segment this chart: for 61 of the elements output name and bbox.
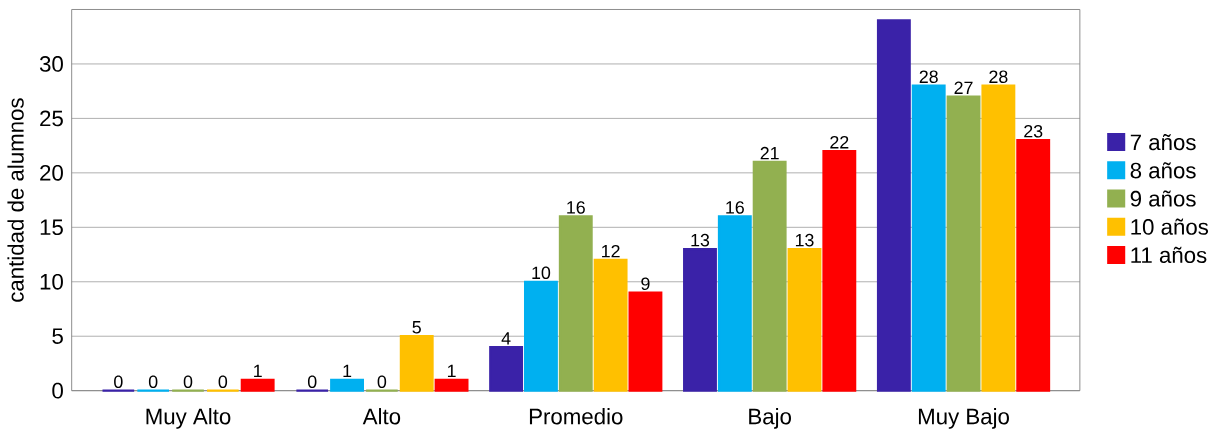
data-label: 0	[377, 375, 387, 388]
data-label: 13	[795, 233, 814, 247]
data-label: 1	[254, 364, 262, 378]
bar	[399, 335, 434, 392]
bar	[822, 149, 857, 392]
y-tick-label: 25	[40, 110, 63, 127]
data-label: 0	[307, 375, 317, 388]
x-tick-label: Alto	[362, 407, 401, 425]
bar	[558, 215, 593, 392]
data-label: 28	[919, 70, 938, 83]
data-label: 27	[954, 81, 973, 94]
legend-label: 7 años	[1130, 133, 1196, 151]
bar	[330, 378, 364, 392]
bar	[787, 247, 822, 392]
bar	[876, 19, 911, 392]
data-label: 5	[412, 321, 421, 334]
data-label: 0	[218, 375, 228, 388]
data-label: 0	[148, 375, 158, 388]
data-label: 21	[760, 146, 779, 160]
x-tick-label: Promedio	[529, 407, 623, 425]
legend-label: 9 años	[1130, 190, 1196, 207]
x-tick-label: Bajo	[749, 407, 791, 429]
data-label: 10	[532, 266, 551, 279]
data-label: 4	[501, 332, 511, 345]
bar	[523, 280, 558, 392]
data-label: 16	[726, 201, 744, 214]
y-tick-label: 5	[52, 328, 63, 344]
bar	[981, 84, 1016, 392]
data-label: 16	[567, 201, 585, 214]
y-tick-label: 30	[39, 55, 63, 72]
y-tick-label: 10	[40, 273, 63, 290]
bar	[628, 291, 663, 392]
bar	[1016, 138, 1051, 392]
data-label: 9	[641, 277, 650, 290]
bar	[683, 247, 717, 392]
data-label: 28	[989, 70, 1008, 83]
y-tick-label: 20	[40, 164, 63, 181]
legend-label: 10 años	[1131, 218, 1209, 235]
data-label: 0	[114, 375, 123, 388]
data-label: 12	[602, 244, 620, 258]
data-label: 13	[691, 233, 710, 247]
data-label: 22	[830, 135, 849, 149]
x-tick-label: Muy Bajo	[918, 407, 1009, 429]
bar	[489, 345, 524, 392]
bar	[946, 95, 981, 392]
bar	[717, 215, 752, 392]
bar	[593, 258, 628, 392]
data-label: 23	[1024, 124, 1043, 138]
legend-label: 11 años	[1131, 246, 1207, 263]
data-label: 0	[183, 375, 193, 388]
data-label: 1	[343, 364, 352, 378]
bar	[434, 378, 469, 392]
x-tick-label: Muy Alto	[146, 407, 231, 429]
bar	[240, 378, 275, 392]
bar	[911, 84, 946, 392]
bar	[752, 160, 787, 392]
data-label: 1	[447, 364, 456, 378]
y-tick-label: 0	[52, 382, 63, 399]
y-axis-title: cantidad de alumnos	[7, 98, 24, 302]
y-tick-label: 15	[40, 219, 63, 235]
legend-label: 8 años	[1130, 162, 1196, 179]
